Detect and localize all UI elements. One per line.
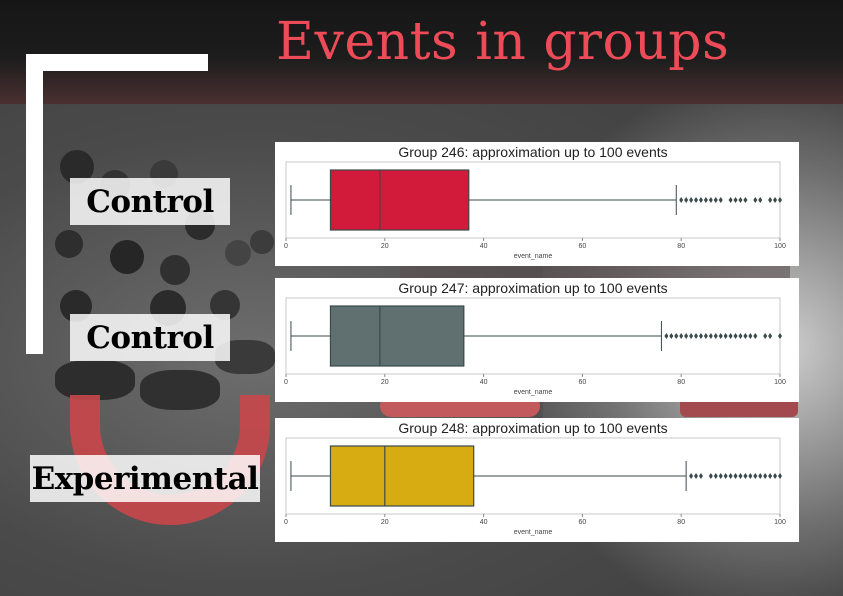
outlier-point bbox=[753, 197, 758, 203]
x-tick-label: 60 bbox=[579, 379, 587, 386]
outlier-point bbox=[713, 197, 718, 203]
outlier-point bbox=[689, 197, 694, 203]
outlier-point bbox=[748, 333, 753, 339]
chart-title: Group 248: approximation up to 100 event… bbox=[398, 420, 667, 436]
x-tick-label: 60 bbox=[579, 243, 587, 250]
boxplot-chart-247: Group 247: approximation up to 100 event… bbox=[284, 280, 786, 396]
x-tick-label: 60 bbox=[579, 519, 587, 526]
x-tick-label: 40 bbox=[480, 379, 488, 386]
x-tick-label: 20 bbox=[381, 519, 389, 526]
outlier-point bbox=[708, 473, 713, 479]
outlier-point bbox=[718, 197, 723, 203]
x-axis-label: event_name bbox=[514, 529, 553, 536]
outlier-point bbox=[718, 473, 723, 479]
outlier-point bbox=[733, 473, 738, 479]
outlier-point bbox=[768, 473, 773, 479]
chart-panel-group-246: Group 246: approximation up to 100 event… bbox=[275, 142, 799, 266]
outlier-point bbox=[679, 197, 684, 203]
group-label-control-2: Control bbox=[70, 314, 230, 361]
outlier-point bbox=[679, 333, 684, 339]
outlier-point bbox=[708, 333, 713, 339]
x-tick-label: 0 bbox=[284, 379, 288, 386]
outlier-point bbox=[703, 197, 708, 203]
title-bar bbox=[0, 0, 843, 104]
x-tick-label: 20 bbox=[381, 379, 389, 386]
outlier-point bbox=[713, 473, 718, 479]
outlier-point bbox=[733, 333, 738, 339]
outlier-point bbox=[708, 197, 713, 203]
outlier-point bbox=[723, 473, 728, 479]
outlier-point bbox=[728, 473, 733, 479]
outlier-point bbox=[738, 333, 743, 339]
outlier-point bbox=[703, 333, 708, 339]
outlier-point bbox=[763, 333, 768, 339]
outlier-point bbox=[718, 333, 723, 339]
x-tick-label: 0 bbox=[284, 243, 288, 250]
x-tick-label: 20 bbox=[381, 243, 389, 250]
outlier-point bbox=[738, 473, 743, 479]
x-tick-label: 40 bbox=[480, 243, 488, 250]
boxplot-chart-248: Group 248: approximation up to 100 event… bbox=[284, 420, 786, 536]
background-shape-decoration bbox=[400, 262, 790, 278]
outlier-point bbox=[778, 333, 782, 339]
chart-panel-group-247: Group 247: approximation up to 100 event… bbox=[275, 278, 799, 402]
x-axis-label: event_name bbox=[514, 253, 553, 260]
x-axis-label: event_name bbox=[514, 389, 553, 396]
x-tick-label: 100 bbox=[774, 379, 786, 386]
outlier-point bbox=[698, 473, 703, 479]
outlier-point bbox=[728, 333, 733, 339]
outlier-point bbox=[753, 473, 758, 479]
outlier-point bbox=[743, 473, 748, 479]
x-tick-label: 40 bbox=[480, 519, 488, 526]
boxplot-chart-246: Group 246: approximation up to 100 event… bbox=[284, 144, 786, 260]
x-tick-label: 80 bbox=[677, 379, 685, 386]
outlier-point bbox=[664, 333, 669, 339]
x-tick-label: 0 bbox=[284, 519, 288, 526]
slide-title: Events in groups bbox=[276, 12, 730, 72]
x-tick-label: 80 bbox=[677, 519, 685, 526]
x-tick-label: 100 bbox=[774, 519, 786, 526]
group-label-control-1: Control bbox=[70, 178, 230, 225]
x-tick-label: 80 bbox=[677, 243, 685, 250]
decorative-frame-horizontal bbox=[26, 54, 208, 71]
chart-title: Group 246: approximation up to 100 event… bbox=[398, 144, 667, 160]
outlier-point bbox=[773, 197, 778, 203]
outlier-point bbox=[694, 333, 699, 339]
outlier-point bbox=[763, 473, 768, 479]
chart-title: Group 247: approximation up to 100 event… bbox=[398, 280, 667, 296]
outlier-point bbox=[733, 197, 738, 203]
outlier-point bbox=[713, 333, 718, 339]
outlier-point bbox=[684, 197, 689, 203]
outlier-point bbox=[694, 197, 699, 203]
outlier-point bbox=[748, 473, 753, 479]
outlier-point bbox=[743, 333, 748, 339]
outlier-point bbox=[684, 333, 689, 339]
outlier-point bbox=[758, 473, 763, 479]
group-label-experimental: Experimental bbox=[30, 455, 260, 502]
chart-panel-group-248: Group 248: approximation up to 100 event… bbox=[275, 418, 799, 542]
x-tick-label: 100 bbox=[774, 243, 786, 250]
outlier-point bbox=[698, 197, 703, 203]
outlier-point bbox=[768, 333, 773, 339]
outlier-point bbox=[778, 197, 782, 203]
iqr-box bbox=[329, 305, 465, 367]
outlier-point bbox=[743, 197, 748, 203]
outlier-point bbox=[768, 197, 773, 203]
outlier-point bbox=[728, 197, 733, 203]
outlier-point bbox=[669, 333, 674, 339]
outlier-point bbox=[698, 333, 703, 339]
outlier-point bbox=[758, 197, 763, 203]
outlier-point bbox=[689, 333, 694, 339]
outlier-point bbox=[723, 333, 728, 339]
outlier-point bbox=[753, 333, 758, 339]
outlier-point bbox=[738, 197, 743, 203]
iqr-box bbox=[329, 445, 475, 507]
outlier-point bbox=[689, 473, 694, 479]
outlier-point bbox=[778, 473, 782, 479]
outlier-point bbox=[773, 473, 778, 479]
iqr-box bbox=[329, 169, 470, 231]
outlier-point bbox=[694, 473, 699, 479]
decorative-frame-vertical bbox=[26, 54, 43, 354]
outlier-point bbox=[674, 333, 679, 339]
